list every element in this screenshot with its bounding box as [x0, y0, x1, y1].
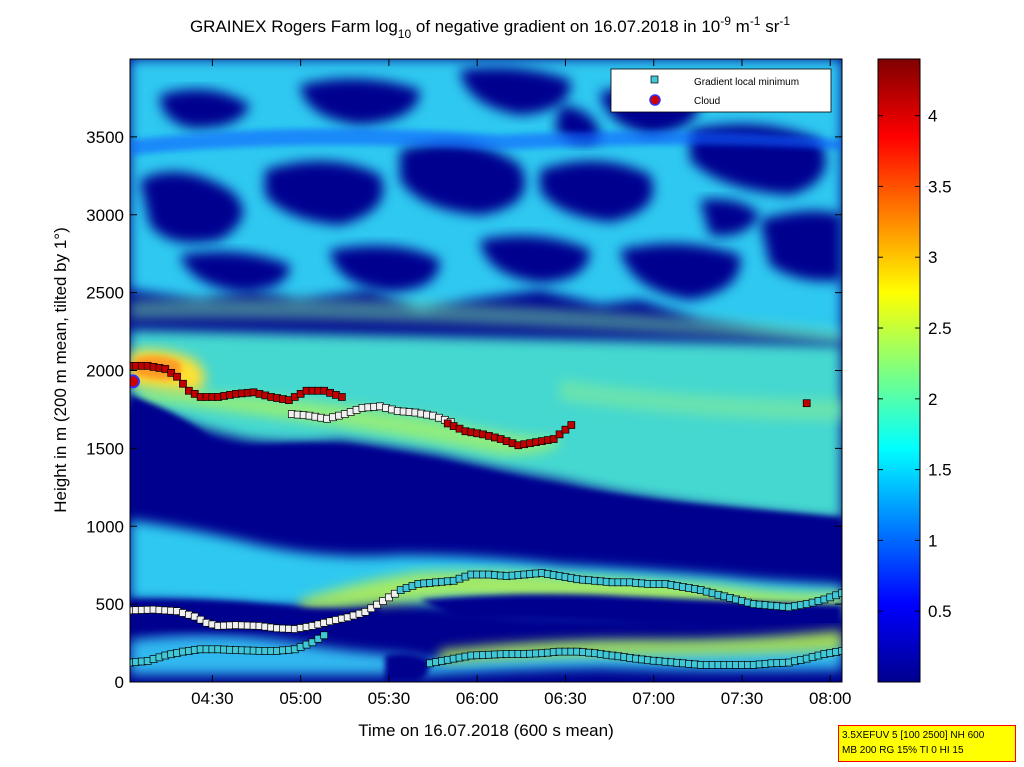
series-layer: [130, 361, 842, 669]
colorbar: 0.5 1 1.5 2 2.5 3 3.5 4: [877, 58, 952, 683]
cloud-point: [173, 372, 181, 381]
minimum-point: [320, 631, 329, 640]
colorbar-tick-label: 3.5: [928, 177, 952, 196]
x-tick-label: 06:00: [456, 689, 499, 708]
info-line-2: MB 200 RG 15% TI 0 HI 15: [842, 745, 964, 756]
x-tick-label: 05:00: [279, 689, 322, 708]
colorbar-tick-label: 4: [928, 107, 937, 126]
colorbar-ticks: 0.5 1 1.5 2 2.5 3 3.5 4: [878, 107, 952, 621]
colorbar-tick-label: 3: [928, 248, 937, 267]
y-tick-label: 2000: [86, 362, 124, 381]
y-tick-label: 3000: [86, 206, 124, 225]
info-box: 3.5XEFUV 5 [100 2500] NH 600 MB 200 RG 1…: [838, 725, 1016, 762]
y-tick-label: 1000: [86, 517, 124, 536]
colorbar-tick-label: 0.5: [928, 602, 952, 621]
x-tick-label: 05:30: [368, 689, 411, 708]
x-tick-label: 07:00: [632, 689, 675, 708]
y-tick-label: 2500: [86, 284, 124, 303]
info-line-1: 3.5XEFUV 5 [100 2500] NH 600: [842, 730, 985, 741]
y-tick-label: 1500: [86, 439, 124, 458]
colorbar-tick-label: 1.5: [928, 461, 952, 480]
y-axis: 0 500 1000 1500 2000 2500 3000 3500: [86, 128, 842, 692]
cloud-point: [567, 421, 576, 429]
legend-marker-minimum: [650, 75, 659, 84]
cloud-point: [179, 379, 187, 388]
cloud-point: [337, 393, 346, 401]
legend: Gradient local minimum Cloud: [610, 68, 832, 113]
minimum-point: [838, 589, 842, 598]
y-axis-label: Height in m (200 m mean, tilted by 1°): [51, 227, 70, 513]
minimum-point: [838, 646, 842, 655]
x-tick-label: 06:30: [544, 689, 587, 708]
cloud-point: [555, 430, 564, 439]
y-tick-label: 3500: [86, 128, 124, 147]
x-tick-label: 04:30: [191, 689, 234, 708]
legend-label-minimum: Gradient local minimum: [694, 77, 799, 88]
colorbar-tick-label: 2.5: [928, 319, 952, 338]
y-tick-label: 0: [115, 673, 124, 692]
colorbar-tick-label: 2: [928, 390, 937, 409]
colorbar-tick-label: 1: [928, 531, 937, 550]
heatmap-upper-field: [130, 59, 842, 345]
cloud-point: [130, 374, 140, 389]
legend-label-cloud: Cloud: [694, 96, 720, 107]
cloud-point: [161, 365, 170, 373]
cloud-point: [167, 368, 176, 377]
legend-box: [610, 68, 832, 113]
cloud-point: [561, 425, 570, 434]
cloud-point: [802, 399, 811, 408]
colorbar-gradient: [877, 58, 921, 683]
x-axis: 04:30 05:00 05:30 06:00 06:30 07:00 07:30 08:00: [191, 59, 852, 708]
x-tick-label: 07:30: [721, 689, 764, 708]
legend-marker-cloud: [649, 94, 661, 106]
chart-title: GRAINEX Rogers Farm log10 of negative gr…: [190, 14, 790, 41]
x-axis-label: Time on 16.07.2018 (600 s mean): [358, 721, 613, 740]
heatmap-dark-gap: [130, 395, 842, 590]
plot-area: [130, 59, 842, 682]
y-tick-label: 500: [96, 595, 124, 614]
x-tick-label: 08:00: [809, 689, 852, 708]
cloud-point: [549, 435, 558, 443]
